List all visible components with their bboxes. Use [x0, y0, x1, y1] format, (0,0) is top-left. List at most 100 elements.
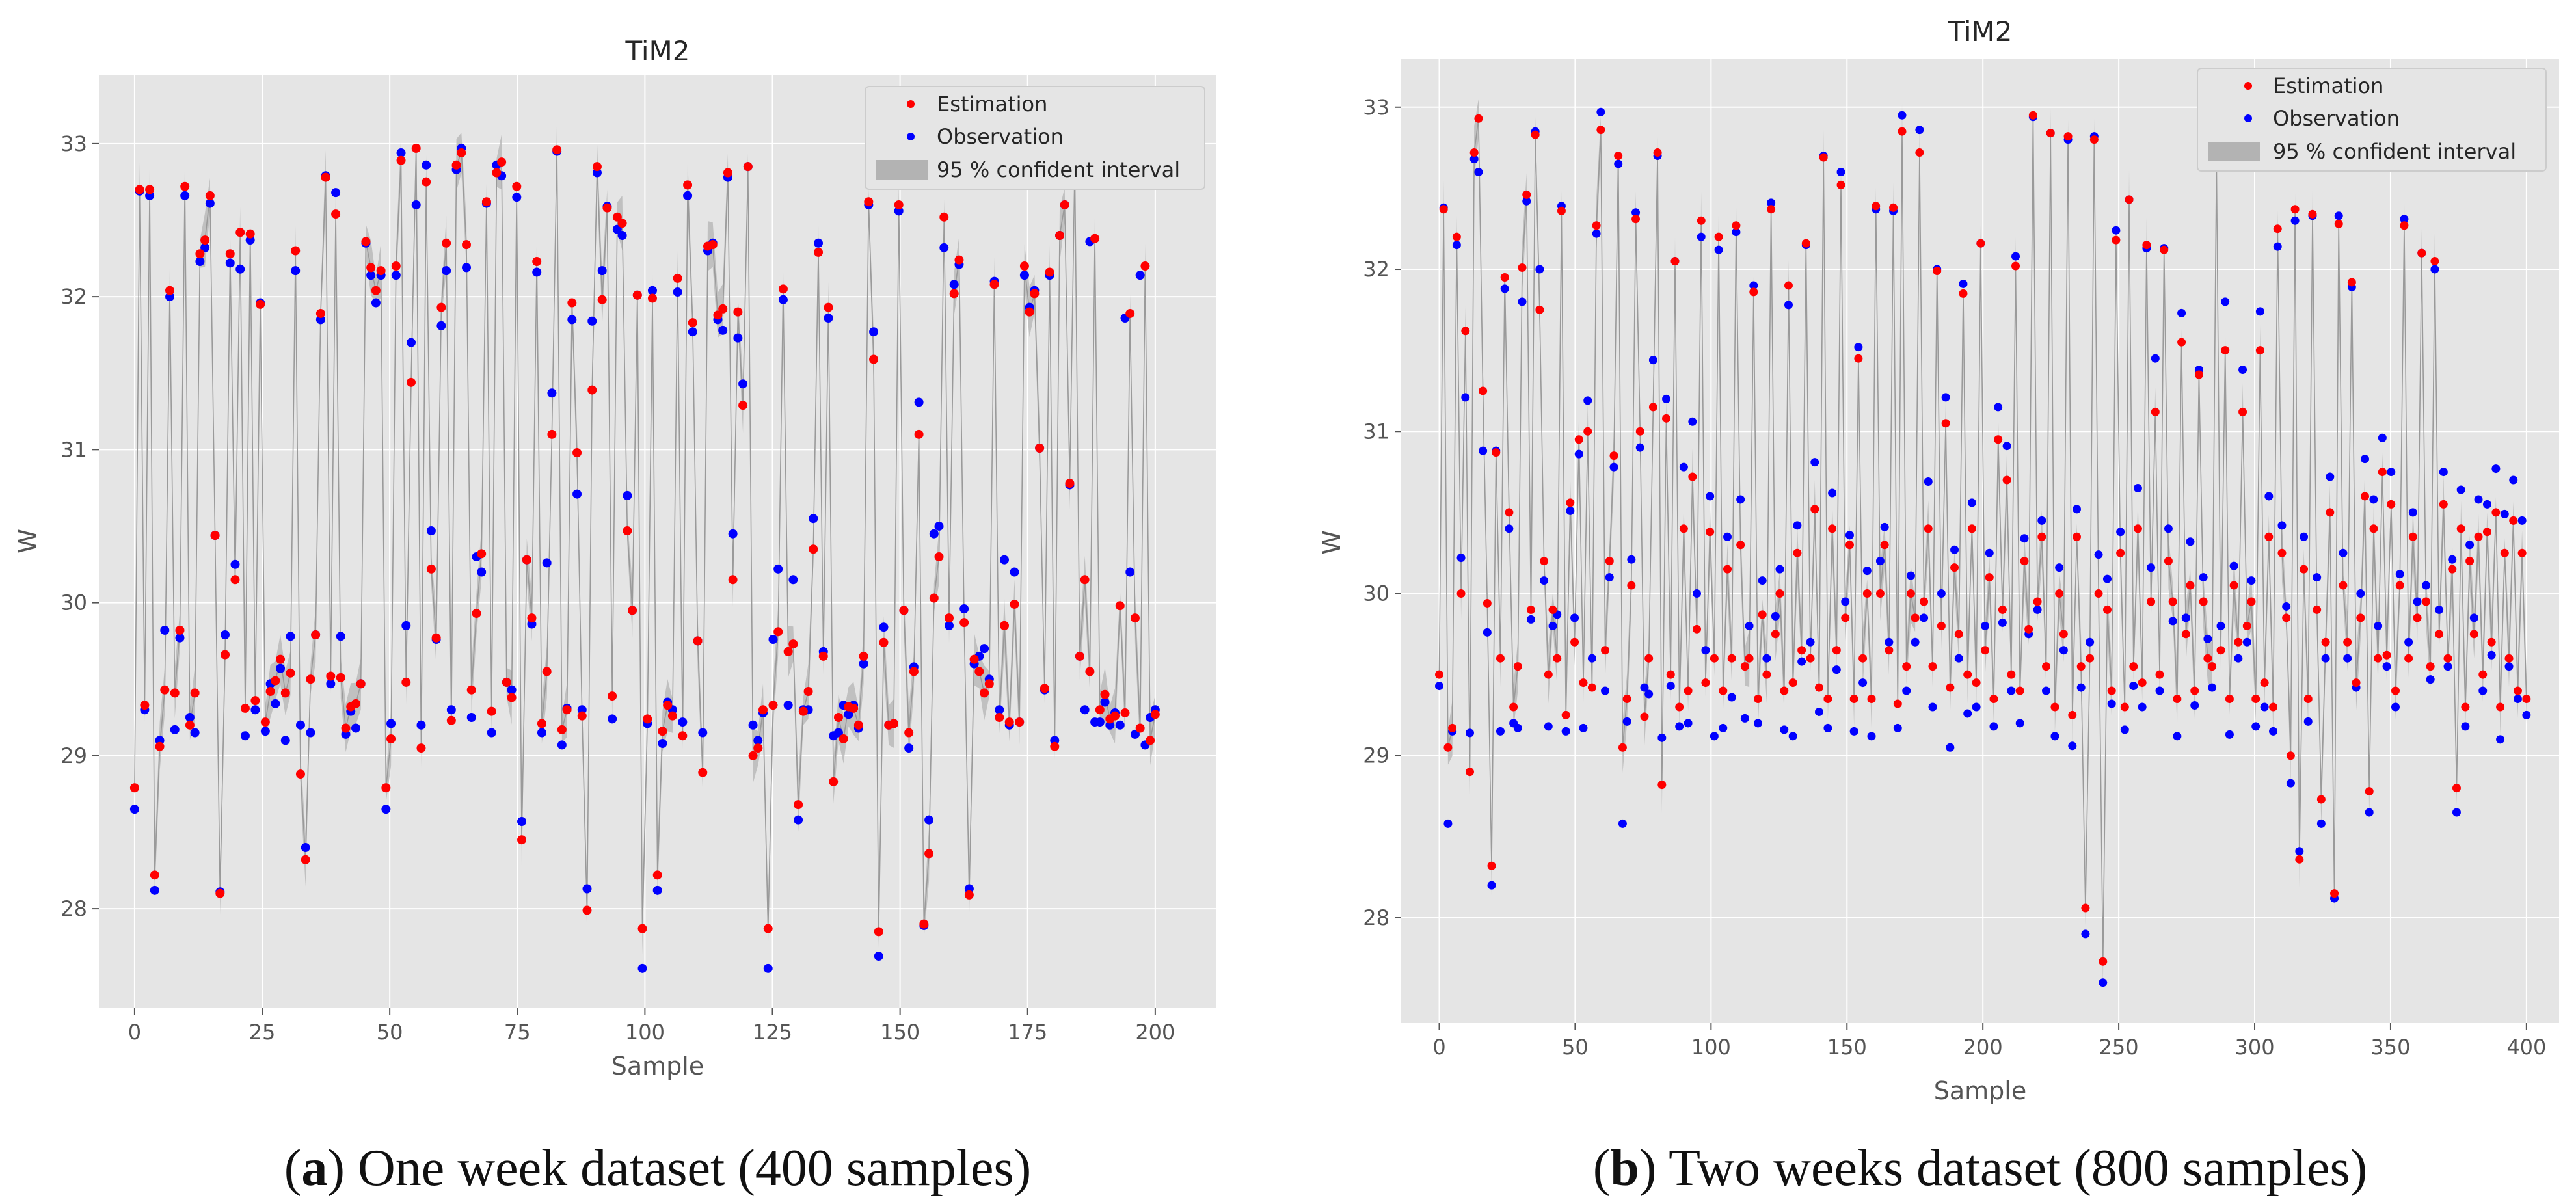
chart-b-observation-point: [2395, 570, 2404, 579]
chart-a-estimation-point: [512, 181, 522, 191]
chart-a-estimation-point: [723, 168, 732, 178]
chart-b-observation-point: [2173, 732, 2182, 741]
chart-b-observation-point: [1753, 719, 1762, 728]
chart-b-observation-point: [1998, 618, 2007, 627]
chart-b-estimation-point: [1596, 126, 1605, 135]
chart-b-observation-point: [2015, 719, 2024, 728]
chart-b-estimation-point: [1662, 414, 1671, 423]
chart-b-estimation-point: [2365, 787, 2374, 796]
chart-b-observation-point: [1461, 393, 1470, 402]
chart-b-observation-point: [1540, 576, 1549, 585]
chart-a-observation-point: [944, 621, 954, 630]
chart-a-estimation-point: [663, 701, 673, 710]
chart-a-y-tick-label: 31: [60, 437, 87, 462]
chart-b-observation-point: [2491, 464, 2501, 474]
chart-a-observation-point: [949, 280, 959, 289]
chart-b-observation-point: [2517, 516, 2527, 525]
chart-b-y-ticks: 28 29 30 31 32 33: [1363, 95, 1401, 930]
chart-a-estimation-point: [170, 688, 180, 698]
chart-b-estimation-point: [1614, 152, 1623, 161]
chart-b-estimation-point: [2361, 492, 2370, 501]
chart-a-estimation-point: [974, 667, 984, 676]
chart-a-estimation-point: [658, 727, 667, 736]
chart-b-estimation-point: [1719, 686, 1728, 695]
chart-b-x-tick-label: 0: [1432, 1035, 1445, 1060]
chart-a-estimation-point: [919, 919, 929, 929]
chart-a-observation-point: [180, 191, 190, 200]
chart-a-estimation-point: [311, 630, 321, 639]
chart-a-observation-point: [537, 728, 546, 738]
chart-b-estimation-point: [1492, 448, 1501, 457]
chart-a-estimation-point: [803, 687, 813, 697]
chart-b-estimation-point: [1828, 524, 1837, 533]
chart-b-observation-point: [2303, 717, 2313, 726]
chart-b-observation-point: [1810, 458, 1819, 467]
chart-b-estimation-point: [1631, 215, 1641, 224]
chart-a-observation-point: [170, 725, 180, 734]
chart-b-observation-point: [2164, 524, 2173, 533]
chart-b-observation-point: [1605, 573, 1614, 582]
chart-b-observation-point: [1788, 732, 1797, 741]
chart-b-estimation-point: [1622, 695, 1631, 704]
chart-a-estimation-point: [422, 177, 431, 187]
chart-b-observation-point: [2050, 732, 2059, 741]
chart-b-estimation-point: [2456, 524, 2465, 533]
chart-b-observation-point: [1994, 403, 2003, 412]
chart-a-estimation-point: [809, 544, 818, 554]
chart-a-estimation-point: [647, 293, 657, 303]
chart-b-estimation-point: [1548, 605, 1557, 614]
chart-b-observation-point: [1867, 732, 1876, 741]
chart-a-observation-point: [271, 699, 280, 708]
chart-b-observation-point: [1836, 167, 1845, 176]
chart-b-observation-point: [2334, 211, 2343, 220]
chart-b-estimation-point: [2177, 338, 2186, 347]
chart-b-estimation-point: [2522, 695, 2531, 704]
chart-a-observation-point: [250, 705, 260, 715]
chart-a-observation-point: [980, 644, 989, 654]
chart-b-estimation-point: [2452, 784, 2461, 793]
chart-a-observation-point: [351, 723, 360, 733]
chart-a-observation-point: [929, 529, 939, 539]
chart-a-observation-point: [200, 243, 210, 252]
chart-a-observation-point: [195, 257, 205, 266]
chart-b-observation-point: [2321, 654, 2330, 663]
chart-b-estimation-point: [1928, 662, 1937, 671]
chart-a-estimation-point: [477, 549, 487, 559]
chart-a-estimation-point: [1095, 705, 1105, 715]
chart-a-observation-point: [512, 193, 522, 202]
chart-b-observation-point: [1631, 208, 1641, 217]
chart-a-estimation-point: [457, 148, 466, 157]
chart-b-estimation-point: [2448, 565, 2457, 574]
chart-b-observation-point: [2374, 621, 2383, 630]
chart-a-estimation-point: [1040, 684, 1049, 693]
chart-b-observation-point: [2112, 226, 2121, 235]
chart-b-estimation-point: [1509, 702, 1518, 712]
chart-b-estimation-point: [2461, 702, 2470, 712]
chart-a-estimation-point: [1130, 613, 1140, 623]
chart-b-estimation-point: [2107, 686, 2116, 695]
chart-b-legend: Estimation Observation 95 % confident in…: [2197, 68, 2547, 172]
chart-b-observation-point: [2238, 366, 2247, 375]
chart-b-estimation-point: [1793, 548, 1802, 557]
chart-b-grid: [1401, 59, 2559, 1023]
chart-a-observation-point: [879, 622, 889, 632]
chart-b-estimation-point: [2028, 111, 2037, 120]
chart-b-estimation-point: [2255, 346, 2264, 355]
chart-a-estimation-point: [864, 197, 874, 207]
chart-b-estimation-point: [2068, 710, 2077, 719]
chart-a-estimation-point: [1050, 741, 1060, 751]
chart-a-x-ticks: 0 25 50 75 100 125 150 175 200: [128, 1008, 1175, 1045]
chart-b-observation-point: [1601, 686, 1610, 695]
chart-a-estimation-point: [628, 606, 637, 615]
chart-a-observation-point: [1100, 697, 1110, 707]
chart-a-estimation-point: [853, 720, 863, 730]
chart-b-observation-point: [2216, 621, 2225, 630]
chart-b-estimation-point: [1736, 541, 1745, 550]
chart-a-estimation-point: [291, 246, 301, 256]
chart-b-observation-point: [1727, 693, 1736, 702]
chart-b-estimation-point: [2242, 621, 2251, 630]
chart-b-estimation-point: [1937, 621, 1946, 630]
chart-b-estimation-point: [1998, 605, 2007, 614]
chart-a-legend-interval-swatch: [876, 160, 928, 180]
chart-b-observation-point: [1841, 597, 1850, 606]
